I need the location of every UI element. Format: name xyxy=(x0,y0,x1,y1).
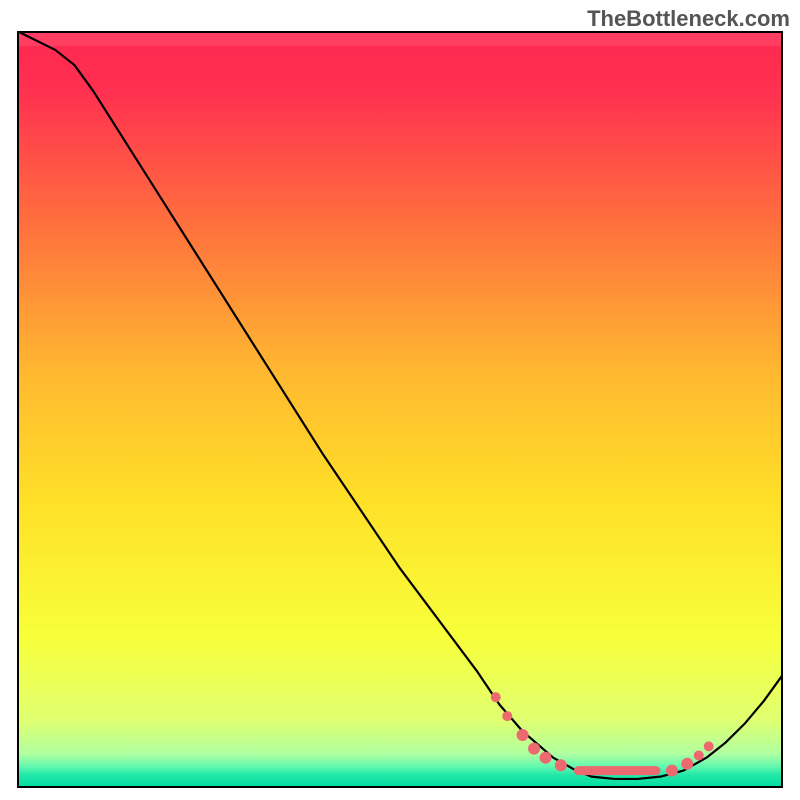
marker-circle xyxy=(694,750,704,760)
marker-circle xyxy=(517,729,529,741)
marker-circle xyxy=(555,759,567,771)
marker-capsule xyxy=(574,766,661,775)
marker-circle xyxy=(502,711,512,721)
marker-circle xyxy=(704,741,714,751)
marker-circle xyxy=(491,692,501,702)
chart-container: TheBottleneck.com xyxy=(0,0,800,800)
gradient-top-highlight xyxy=(17,31,783,46)
marker-circle xyxy=(540,752,552,764)
marker-circle xyxy=(528,743,540,755)
plot-area xyxy=(17,31,783,788)
gradient-background xyxy=(17,31,783,788)
marker-circle xyxy=(666,765,678,777)
watermark-text: TheBottleneck.com xyxy=(587,6,790,32)
marker-circle xyxy=(681,758,693,770)
